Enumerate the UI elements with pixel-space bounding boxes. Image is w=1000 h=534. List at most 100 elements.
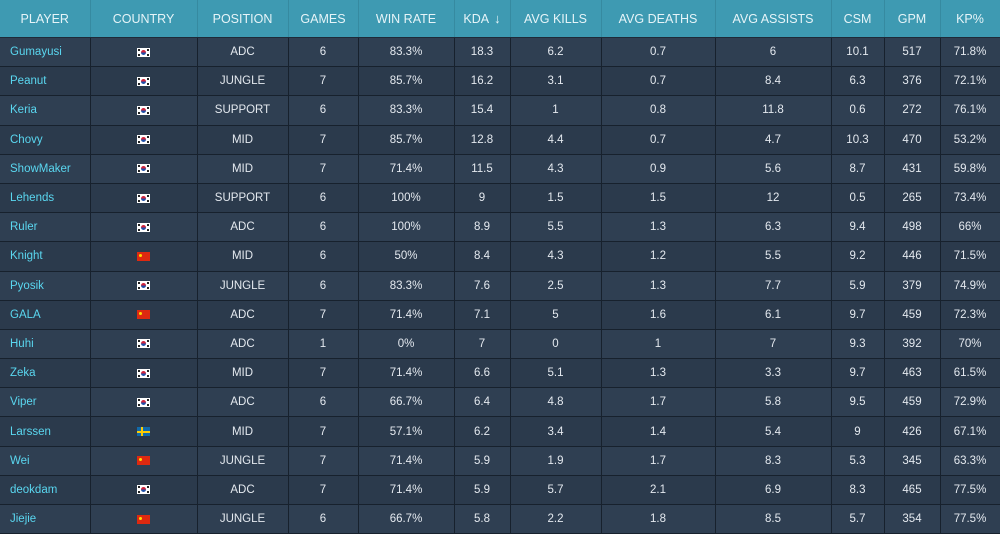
cell-gpm: 459 — [884, 300, 941, 330]
cell-kp: 53.2% — [940, 125, 1000, 155]
player-link[interactable]: Keria — [10, 104, 37, 117]
cell-kda: 7 — [454, 329, 511, 360]
cell-avg-assists: 5.4 — [715, 416, 832, 447]
cell-position: JUNGLE — [197, 271, 289, 301]
cell-avg-kills: 5.5 — [510, 212, 602, 243]
player-link[interactable]: Jiejie — [10, 513, 37, 526]
column-header-win-rate[interactable]: WIN RATE — [358, 0, 455, 38]
column-header-country[interactable]: COUNTRY — [90, 0, 198, 38]
player-link[interactable]: GALA — [10, 308, 41, 321]
player-link[interactable]: Wei — [10, 454, 30, 467]
cell-position: MID — [197, 154, 289, 184]
cell-avg-deaths: 1.8 — [601, 504, 716, 534]
player-link[interactable]: Pyosik — [10, 279, 44, 292]
cell-kp: 61.5% — [940, 358, 1000, 389]
cell-player: Larssen — [0, 416, 91, 447]
player-link[interactable]: ShowMaker — [10, 162, 71, 175]
cell-country — [90, 125, 198, 155]
south-korea-flag-icon — [137, 76, 150, 86]
cell-country — [90, 446, 198, 476]
cell-position: MID — [197, 416, 289, 447]
cell-player: Pyosik — [0, 271, 91, 301]
cell-kp: 72.3% — [940, 300, 1000, 330]
cell-avg-assists: 4.7 — [715, 125, 832, 155]
player-link[interactable]: Larssen — [10, 425, 51, 438]
table-row: Larssen MID 7 57.1% 6.2 3.4 1.4 5.4 9 426 67.1% — [0, 416, 1000, 447]
column-header-kp[interactable]: KP% — [940, 0, 1000, 38]
cell-player: Ruler — [0, 212, 91, 243]
cell-gpm: 465 — [884, 475, 941, 506]
cell-win-rate: 71.4% — [358, 300, 455, 330]
column-header-games[interactable]: GAMES — [288, 0, 359, 38]
table-row: Pyosik JUNGLE 6 83.3% 7.6 2.5 1.3 7.7 5.9 379 74.9… — [0, 271, 1000, 301]
player-link[interactable]: deokdam — [10, 483, 58, 496]
cell-avg-kills: 4.8 — [510, 387, 602, 418]
cell-gpm: 392 — [884, 329, 941, 360]
cell-csm: 9.3 — [831, 329, 885, 360]
cell-avg-deaths: 1.7 — [601, 446, 716, 476]
column-header-label: AVG KILLS — [524, 11, 587, 26]
column-header-gpm[interactable]: GPM — [884, 0, 941, 38]
cell-avg-assists: 12 — [715, 183, 832, 214]
cell-kp: 63.3% — [940, 446, 1000, 476]
player-link[interactable]: Chovy — [10, 133, 43, 146]
table-row: Lehends SUPPORT 6 100% 9 1.5 1.5 12 0.5 265 73.4% — [0, 183, 1000, 214]
column-header-position[interactable]: POSITION — [197, 0, 289, 38]
table-row: Chovy MID 7 85.7% 12.8 4.4 0.7 4.7 10.3 470 53.2% — [0, 125, 1000, 155]
player-link[interactable]: Lehends — [10, 192, 55, 205]
cell-games: 6 — [288, 37, 359, 68]
cell-player: Chovy — [0, 125, 91, 155]
cell-player: Huhi — [0, 329, 91, 360]
cell-country — [90, 154, 198, 184]
player-link[interactable]: Huhi — [10, 337, 34, 350]
column-header-label: COUNTRY — [112, 11, 175, 26]
south-korea-flag-icon — [137, 485, 150, 495]
cell-avg-assists: 6.3 — [715, 212, 832, 243]
player-link[interactable]: Viper — [10, 396, 37, 409]
cell-position: ADC — [197, 387, 289, 418]
cell-kp: 67.1% — [940, 416, 1000, 447]
south-korea-flag-icon — [137, 222, 150, 232]
cell-csm: 10.3 — [831, 125, 885, 155]
column-header-label: WIN RATE — [375, 11, 437, 26]
player-link[interactable]: Peanut — [10, 75, 47, 88]
cell-avg-deaths: 1 — [601, 329, 716, 360]
column-header-kda[interactable]: KDA ↓ — [454, 0, 511, 38]
china-flag-icon — [137, 251, 150, 261]
cell-avg-kills: 5.1 — [510, 358, 602, 389]
column-header-avg-deaths[interactable]: AVG DEATHS — [601, 0, 716, 38]
cell-kda: 15.4 — [454, 95, 511, 126]
cell-games: 6 — [288, 183, 359, 214]
cell-kda: 11.5 — [454, 154, 511, 184]
player-link[interactable]: Knight — [10, 250, 43, 263]
cell-avg-deaths: 0.9 — [601, 154, 716, 184]
cell-position: JUNGLE — [197, 446, 289, 476]
cell-country — [90, 300, 198, 330]
player-link[interactable]: Zeka — [10, 367, 36, 380]
cell-avg-deaths: 1.6 — [601, 300, 716, 330]
column-header-avg-kills[interactable]: AVG KILLS — [510, 0, 602, 38]
column-header-label: PLAYER — [20, 11, 69, 26]
cell-kda: 16.2 — [454, 66, 511, 97]
cell-player: Viper — [0, 387, 91, 418]
cell-avg-deaths: 1.4 — [601, 416, 716, 447]
cell-win-rate: 85.7% — [358, 125, 455, 155]
cell-kda: 7.1 — [454, 300, 511, 330]
column-header-csm[interactable]: CSM — [831, 0, 885, 38]
cell-win-rate: 50% — [358, 241, 455, 272]
cell-player: Zeka — [0, 358, 91, 389]
cell-avg-kills: 4.3 — [510, 154, 602, 184]
player-link[interactable]: Ruler — [10, 221, 38, 234]
column-header-avg-assists[interactable]: AVG ASSISTS — [715, 0, 832, 38]
cell-country — [90, 358, 198, 389]
cell-gpm: 517 — [884, 37, 941, 68]
column-header-player[interactable]: PLAYER — [0, 0, 91, 38]
cell-games: 7 — [288, 154, 359, 184]
south-korea-flag-icon — [137, 47, 150, 57]
cell-games: 7 — [288, 358, 359, 389]
china-flag-icon — [137, 514, 150, 524]
cell-player: Peanut — [0, 66, 91, 97]
cell-games: 6 — [288, 241, 359, 272]
player-link[interactable]: Gumayusi — [10, 46, 62, 59]
